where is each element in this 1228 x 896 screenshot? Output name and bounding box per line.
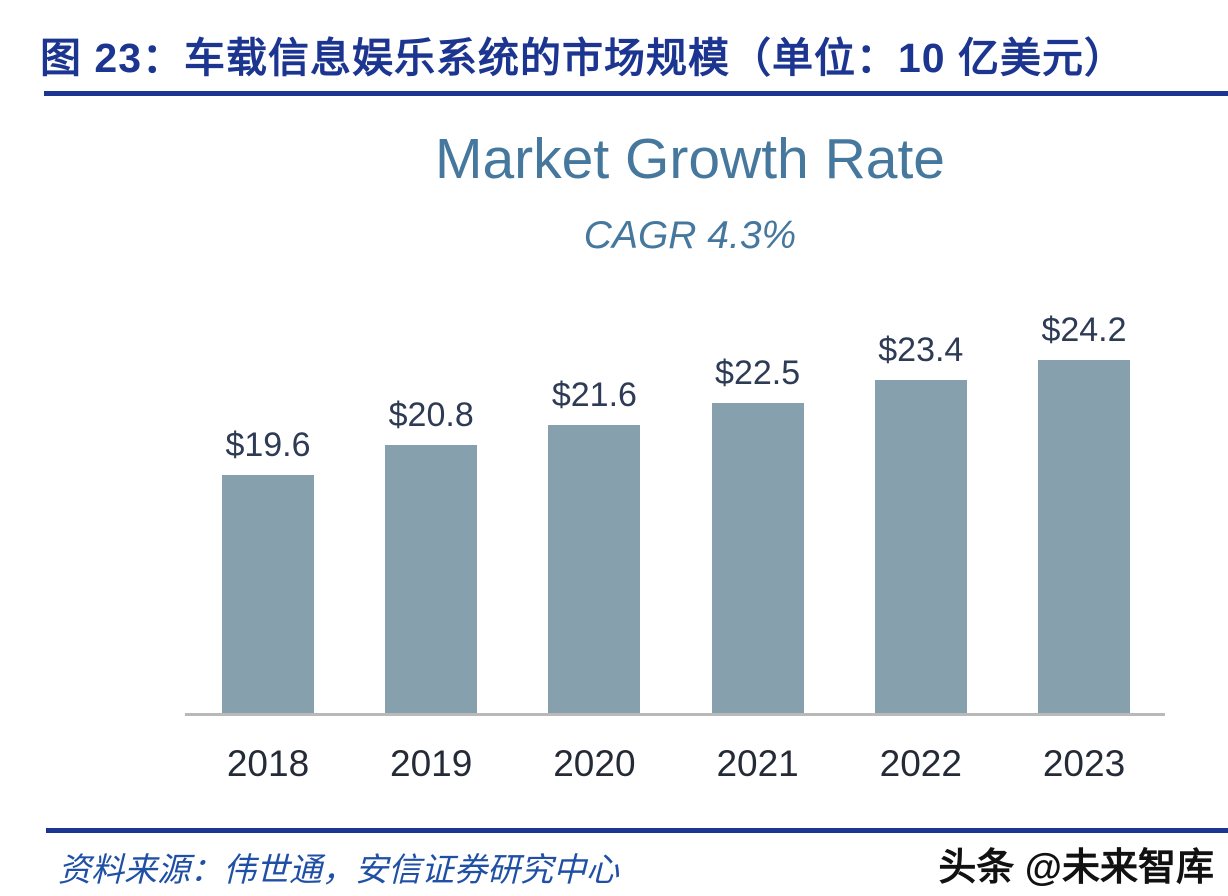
title-divider-rule — [44, 91, 1228, 96]
bar-value-label: $23.4 — [878, 331, 964, 369]
bar-value-label: $19.6 — [225, 426, 311, 464]
figure-title: 图 23：车载信息娱乐系统的市场规模（单位：10 亿美元） — [40, 35, 1126, 81]
bar-2022 — [874, 380, 967, 715]
x-tick-label: 2018 — [226, 743, 310, 784]
chart-subtitle-cagr: CAGR 4.3% — [583, 214, 797, 257]
bar-2021 — [711, 402, 804, 715]
bar-2018 — [222, 475, 314, 715]
x-tick-label: 2023 — [1042, 743, 1126, 784]
x-axis-line — [185, 713, 1165, 716]
x-tick-label: 2019 — [390, 743, 473, 784]
bar-value-label: $22.5 — [715, 353, 801, 392]
watermark: 头条 @未来智库 — [938, 847, 1214, 889]
bar-value-label: $24.2 — [1041, 311, 1127, 349]
x-tick-label: 2021 — [716, 743, 799, 784]
bar-value-label: $21.6 — [551, 376, 637, 414]
bar-2023 — [1038, 360, 1130, 715]
chart-title: Market Growth Rate — [435, 127, 945, 191]
x-tick-label: 2022 — [879, 743, 962, 784]
footer-divider-rule — [46, 828, 1228, 833]
bar-2020 — [548, 425, 641, 715]
bar-value-label: $20.8 — [388, 396, 474, 434]
x-tick-label: 2020 — [553, 743, 636, 784]
bar-2019 — [385, 445, 478, 715]
source-note: 资料来源：伟世通，安信证券研究中心 — [58, 853, 619, 889]
